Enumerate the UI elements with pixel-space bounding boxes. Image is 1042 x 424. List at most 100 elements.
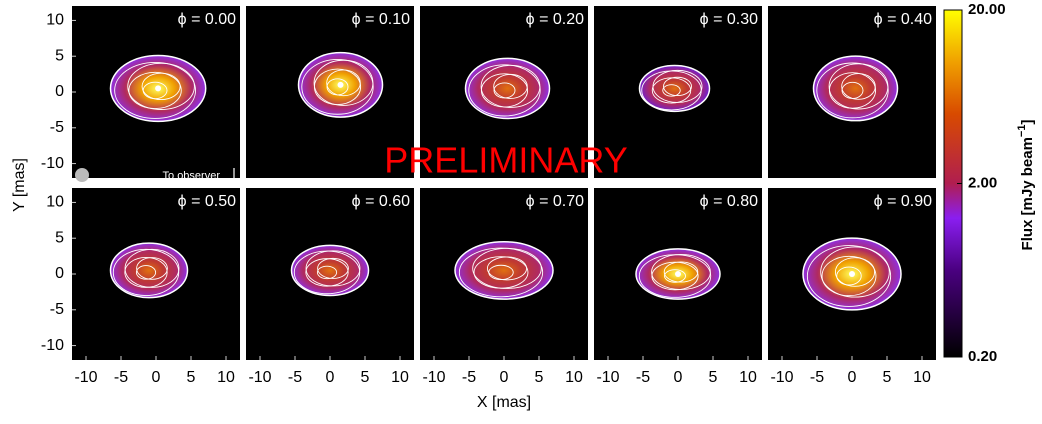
x-tick-label: 10 — [391, 369, 409, 386]
x-tick-label: -10 — [770, 369, 793, 386]
contour-line — [480, 64, 541, 108]
y-tick-label: -10 — [41, 337, 64, 354]
contour-line — [480, 73, 529, 108]
y-tick-label: -5 — [50, 119, 64, 136]
x-tick-label: -5 — [462, 369, 476, 386]
colorbar-label-text: Flux [mJy beam — [1019, 137, 1036, 250]
contour-line — [135, 265, 157, 280]
emission-blob — [290, 244, 370, 297]
contour-line — [141, 72, 181, 101]
emission-blob — [109, 242, 189, 299]
x-tick-label: 0 — [326, 369, 335, 386]
contour-line — [828, 72, 877, 109]
x-tick-label: 10 — [565, 369, 583, 386]
contour-line — [317, 257, 349, 279]
contour-line — [458, 247, 544, 298]
contour-line — [821, 255, 877, 297]
x-tick-label: 0 — [674, 369, 683, 386]
x-tick-label: -10 — [248, 369, 271, 386]
x-tick-label: -10 — [74, 369, 97, 386]
x-tick-label: 10 — [739, 369, 757, 386]
contour-line — [128, 71, 182, 109]
y-tick-label: 0 — [55, 83, 64, 100]
x-axis-label: X [mas] — [477, 394, 531, 411]
colorbar-label-end: ] — [1019, 120, 1036, 125]
core — [155, 85, 162, 92]
contour-line — [473, 256, 529, 289]
contour-line — [326, 69, 361, 97]
contour-line — [488, 264, 514, 281]
contour-line — [468, 64, 541, 117]
colorbar-tick-label: 20.00 — [968, 1, 1006, 18]
contour-line — [124, 256, 168, 288]
watermark: PRELIMINARY — [384, 140, 627, 181]
contour-line — [841, 81, 864, 99]
x-tick-label: 5 — [883, 369, 892, 386]
x-tick-label: -5 — [636, 369, 650, 386]
contour-line — [472, 247, 542, 289]
contour-line — [127, 62, 195, 110]
observer-arrowhead — [231, 178, 237, 183]
colorbar-tick-label: 2.00 — [968, 174, 997, 191]
contour-line — [486, 256, 528, 281]
panel-title: ϕ = 0.90 — [874, 193, 932, 210]
contour-line — [841, 73, 876, 100]
contour-line — [142, 81, 168, 100]
contour-line — [662, 84, 681, 97]
y-tick-label: 10 — [46, 12, 64, 29]
contour-line — [316, 265, 338, 280]
panel-title: ϕ = 0.80 — [700, 193, 758, 210]
emission-blob — [454, 240, 554, 300]
contour-line — [806, 245, 892, 307]
x-tick-label: -10 — [596, 369, 619, 386]
y-tick-label: 5 — [55, 229, 64, 246]
colorbar-label: Flux [mJy beam−1] — [1016, 120, 1036, 251]
x-tick-label: 0 — [152, 369, 161, 386]
x-tick-label: -5 — [288, 369, 302, 386]
contour-line — [305, 258, 349, 287]
contour-line — [663, 261, 699, 283]
x-tick-label: -10 — [422, 369, 445, 386]
colorbar-tick-label: 0.20 — [968, 348, 997, 365]
panel-title: ϕ = 0.40 — [874, 11, 932, 28]
y-tick-label: 0 — [55, 265, 64, 282]
contour-line — [301, 58, 374, 115]
contour-line — [828, 63, 889, 110]
panel-title: ϕ = 0.70 — [526, 193, 584, 210]
panel-title: ϕ = 0.50 — [178, 193, 236, 210]
contour-line — [136, 257, 168, 280]
contour-line — [493, 82, 516, 99]
core — [849, 271, 855, 277]
y-tick-label: -10 — [41, 155, 64, 172]
contour-line — [836, 266, 862, 286]
contour-line — [326, 78, 349, 96]
x-tick-label: -5 — [114, 369, 128, 386]
core — [337, 81, 344, 88]
x-tick-label: 10 — [217, 369, 235, 386]
contour-line — [313, 68, 362, 106]
colorbar-label-sup: −1 — [1016, 125, 1028, 138]
contour-line — [834, 257, 876, 287]
contour-line — [663, 76, 692, 97]
y-tick-label: 5 — [55, 47, 64, 64]
x-tick-label: 10 — [913, 369, 931, 386]
x-tick-label: 0 — [848, 369, 857, 386]
contour-line — [493, 73, 528, 99]
y-axis-label: Y [mas] — [11, 158, 28, 212]
x-tick-label: 5 — [187, 369, 196, 386]
x-tick-label: -5 — [810, 369, 824, 386]
core — [675, 271, 681, 277]
y-tick-label: -5 — [50, 301, 64, 318]
panel-title: ϕ = 0.30 — [700, 11, 758, 28]
y-tick-label: 10 — [46, 194, 64, 211]
panel-title: ϕ = 0.10 — [352, 11, 410, 28]
emission-blob — [464, 57, 551, 120]
x-tick-label: 0 — [500, 369, 509, 386]
beam-note: To observer — [163, 170, 221, 182]
contour-line — [816, 62, 889, 119]
contour-line — [313, 59, 374, 106]
x-tick-label: 5 — [361, 369, 370, 386]
contour-line — [664, 269, 686, 283]
panel-title: ϕ = 0.20 — [526, 11, 584, 28]
contour-line — [820, 246, 890, 298]
